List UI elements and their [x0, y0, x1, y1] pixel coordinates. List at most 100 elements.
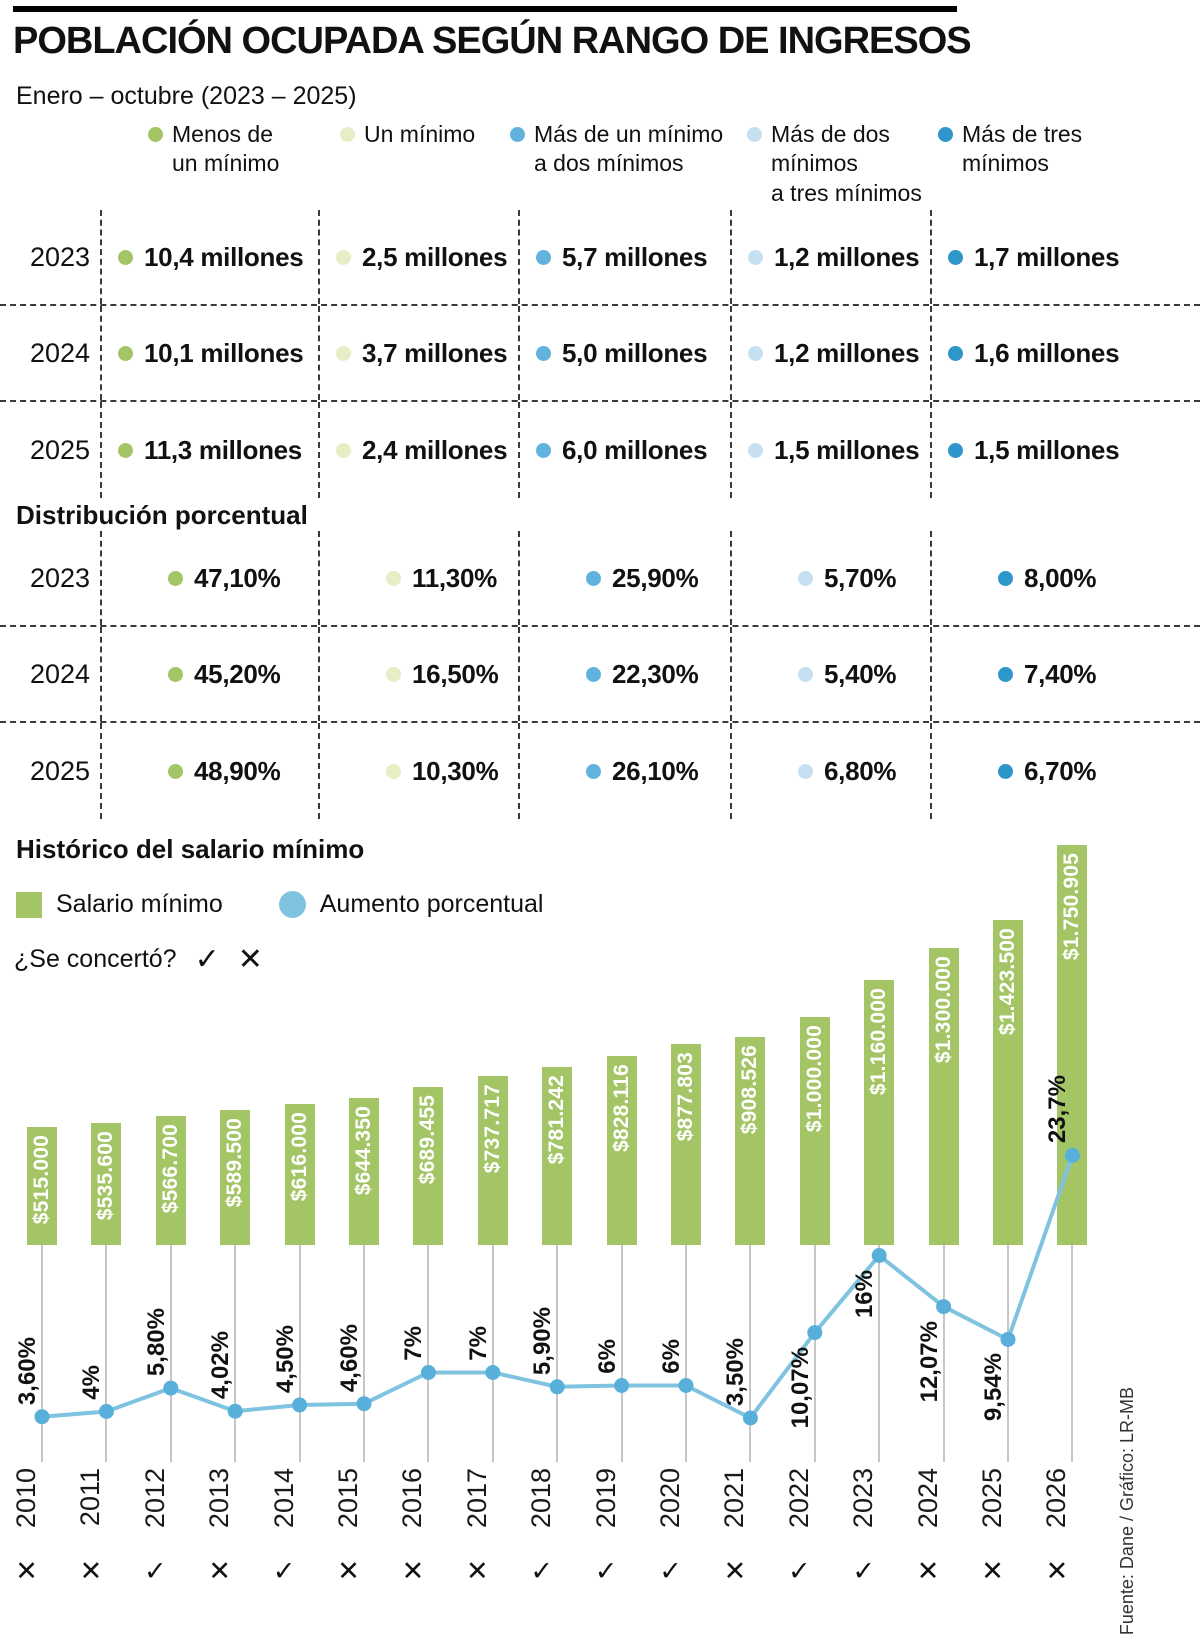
increase-point: [936, 1299, 952, 1315]
cell-value: 8,00%: [1024, 562, 1097, 593]
salary-bar-label: $689.455: [416, 1095, 440, 1185]
increase-percent-label: 16%: [851, 1269, 879, 1318]
cell-value: 5,40%: [824, 658, 897, 689]
agreed-cross-icon: ✕: [337, 1556, 360, 1586]
increase-point: [807, 1325, 823, 1341]
increase-point: [1000, 1331, 1016, 1347]
millions-row: 2025 11,3 millones 2,4 millones 6,0 millone…: [0, 402, 1200, 498]
history-legend-label: Salario mínimo: [56, 890, 223, 918]
bar-stem: [1071, 1245, 1074, 1462]
bar-stem: [491, 1245, 494, 1462]
top-rule: [13, 6, 957, 12]
year-label: 2010: [11, 1468, 41, 1529]
salary-bar: $689.455: [413, 1087, 444, 1245]
salary-bar: $908.526: [735, 1037, 766, 1245]
table-cell: 6,0 millones: [518, 402, 730, 498]
category-dot-icon: [386, 666, 401, 682]
cell-value: 10,4 millones: [144, 241, 304, 272]
row-year-label: 2024: [30, 658, 91, 689]
category-label: Más de un mínimo a dos mínimos: [534, 121, 724, 177]
table-cell: 5,70%: [730, 531, 930, 625]
salary-bar-label: $877.803: [674, 1052, 697, 1142]
category-dot-icon: [340, 127, 355, 142]
agreed-cross-icon: ✕: [15, 1556, 38, 1586]
year-label: 2012: [139, 1468, 170, 1529]
salary-bar: $828.116: [606, 1055, 637, 1245]
source-credit: Fuente: Dane / Gráfico: LR-MB: [1117, 1386, 1137, 1635]
category-label: Más de tres mínimos: [962, 121, 1083, 177]
year-label: 2019: [590, 1468, 621, 1529]
salary-bar-label: $1.160.000: [867, 987, 891, 1096]
history-section-title: Histórico del salario mínimo: [16, 834, 365, 864]
agreed-cross-icon: ✕: [723, 1556, 747, 1586]
salary-bar-label: $644.350: [352, 1105, 375, 1195]
table-cell: 1,7 millones: [930, 210, 1200, 304]
salary-bar: $644.350: [349, 1097, 379, 1245]
salary-bar-label: $1.750.905: [1060, 853, 1084, 961]
category-dot-icon: [536, 442, 551, 458]
history-legend: Salario mínimo Aumento porcentual: [16, 890, 544, 919]
table-cell: 1,5 millones: [930, 402, 1200, 498]
salary-bar: $566.700: [155, 1115, 186, 1245]
salary-bar: $589.500: [220, 1110, 251, 1245]
bar-stem: [234, 1245, 237, 1462]
category-dot-icon: [998, 763, 1013, 779]
table-cell: 5,40%: [730, 627, 930, 721]
income-legend-item: Menos de un mínimo: [148, 120, 279, 179]
table-cell: 11,30%: [318, 531, 518, 625]
bar-stem: [169, 1245, 172, 1462]
category-dot-icon: [118, 345, 133, 361]
salary-bar: $781.242: [542, 1066, 573, 1245]
category-dot-icon: [798, 570, 813, 586]
cell-value: 1,5 millones: [774, 434, 920, 465]
category-dot-icon: [118, 249, 133, 265]
category-dot-icon: [998, 666, 1013, 682]
cell-value: 7,40%: [1024, 658, 1097, 689]
agreed-check-icon: ✓: [530, 1556, 553, 1586]
salary-bar-label: $515.000: [30, 1135, 53, 1225]
salary-bar: $1.300.000: [928, 948, 959, 1245]
increase-percent-label: 3,60%: [14, 1336, 41, 1405]
year-label: 2023: [848, 1468, 879, 1529]
agreed-cross-icon: ✕: [208, 1556, 231, 1586]
year-label: 2020: [655, 1468, 685, 1529]
row-year-label: 2025: [30, 434, 91, 465]
increase-line-path: [41, 1154, 1075, 1420]
salary-bar-label: $1.423.500: [996, 927, 1019, 1035]
increase-percent-label: 5,80%: [142, 1308, 170, 1377]
agreed-check-icon: ✓: [787, 1556, 811, 1586]
cell-value: 5,7 millones: [562, 241, 708, 272]
cell-value: 25,90%: [612, 562, 699, 593]
category-dot-icon: [586, 570, 601, 586]
bar-stem: [942, 1245, 945, 1462]
agreed-check-icon: ✓: [659, 1556, 682, 1586]
salary-bar: $1.000.000: [799, 1016, 830, 1245]
agreed-legend: ¿Se concertó? ✓ ✕: [14, 942, 263, 977]
category-dot-icon: [998, 570, 1013, 586]
cell-value: 6,80%: [824, 755, 897, 786]
bar-stem: [556, 1245, 559, 1462]
cell-value: 1,2 millones: [774, 337, 920, 368]
category-dot-icon: [798, 666, 813, 682]
salary-bar: $515.000: [27, 1127, 57, 1245]
millions-table: 2023 10,4 millones 2,5 millones 5,7 millone…: [0, 210, 1200, 498]
cross-icon: ✕: [237, 943, 263, 976]
agreed-cross-icon: ✕: [981, 1556, 1004, 1586]
table-cell: 8,00%: [930, 531, 1200, 625]
cell-value: 2,4 millones: [362, 434, 508, 465]
increase-percent-label: 4,50%: [271, 1324, 299, 1393]
salary-bar-label: $781.242: [545, 1074, 569, 1164]
increase-point: [1064, 1147, 1080, 1163]
cell-value: 45,20%: [194, 658, 281, 689]
category-dot-icon: [536, 345, 551, 361]
bar-stem: [105, 1245, 108, 1462]
cell-value: 5,70%: [824, 562, 897, 593]
cell-value: 48,90%: [194, 755, 281, 786]
year-label: 2013: [204, 1468, 235, 1529]
increase-percent-label: 4%: [78, 1364, 106, 1400]
category-dot-icon: [948, 442, 963, 458]
increase-percent-label: 10,07%: [786, 1346, 814, 1428]
increase-swatch-icon: [278, 891, 306, 918]
table-cell: 47,10%: [100, 531, 318, 625]
salary-bar: $877.803: [671, 1044, 701, 1245]
